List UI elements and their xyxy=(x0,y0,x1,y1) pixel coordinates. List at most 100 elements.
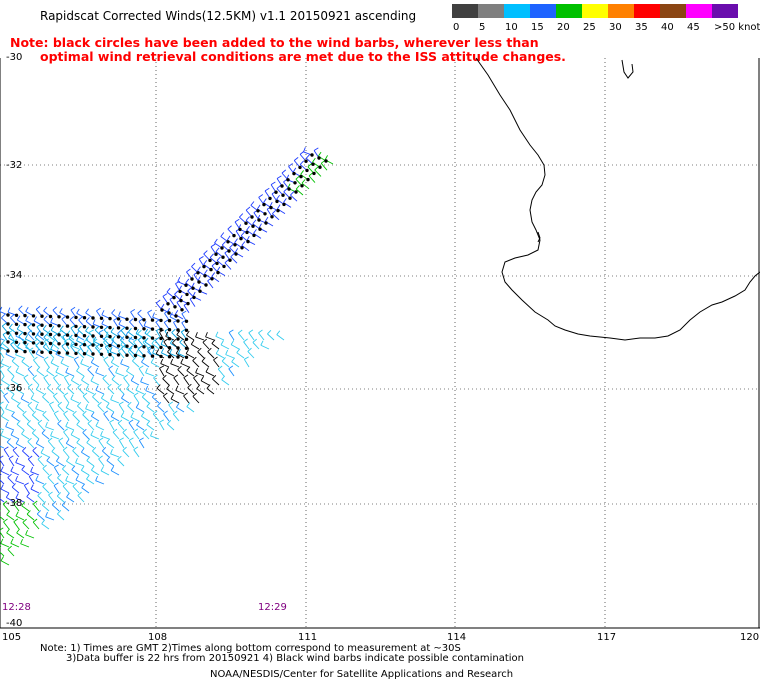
wind-barb xyxy=(48,494,55,503)
wind-barb xyxy=(133,431,140,440)
wind-barb xyxy=(3,521,10,530)
wind-barb-feather xyxy=(1,375,5,381)
wind-barb-feather xyxy=(47,473,52,478)
wind-barb xyxy=(8,458,15,467)
wind-barb xyxy=(145,390,155,395)
wind-barb-feather xyxy=(35,439,40,444)
wind-barb-feather xyxy=(138,365,144,369)
wind-barb-feather xyxy=(101,447,107,452)
wind-barb-feather xyxy=(186,268,191,273)
wind-barb-feather xyxy=(36,366,41,371)
wind-barb-feather xyxy=(25,316,29,321)
wind-barb-feather xyxy=(122,446,127,451)
wind-barb-feather xyxy=(239,213,244,218)
contamination-circle xyxy=(251,224,255,228)
wind-barb-feather xyxy=(164,310,169,314)
wind-barb xyxy=(61,504,70,512)
wind-barb xyxy=(13,521,20,530)
wind-barb-feather xyxy=(269,202,273,207)
wind-barb-feather xyxy=(224,259,230,264)
wind-barb-feather xyxy=(221,241,226,246)
wind-barb-feather xyxy=(0,484,4,490)
lat-label: -38 xyxy=(6,498,22,509)
wind-barb-feather xyxy=(51,339,56,344)
wind-barb-feather xyxy=(31,429,37,434)
wind-barb-feather xyxy=(186,402,191,407)
wind-barb-feather xyxy=(203,250,208,255)
wind-barb-feather xyxy=(85,335,90,340)
wind-barb xyxy=(7,369,15,377)
wind-barb xyxy=(32,503,40,512)
wind-barb-feather xyxy=(27,437,32,442)
wind-barb-feather xyxy=(135,403,140,408)
wind-barb-feather xyxy=(146,402,151,407)
contamination-circle xyxy=(14,331,19,335)
wind-barb-feather xyxy=(7,365,12,371)
contamination-circle xyxy=(57,342,61,346)
wind-barb xyxy=(175,389,185,395)
wind-barb-feather xyxy=(100,431,103,436)
wind-barb-feather xyxy=(69,316,75,321)
contamination-circle xyxy=(305,168,309,173)
contamination-circle xyxy=(216,270,220,275)
contamination-circle xyxy=(180,308,184,312)
wind-barb xyxy=(82,432,90,440)
wind-barb xyxy=(183,341,190,350)
wind-barb xyxy=(295,188,304,196)
contamination-circle xyxy=(82,343,87,347)
wind-barb xyxy=(53,395,60,404)
wind-barb-feather xyxy=(192,356,197,361)
wind-barb-feather xyxy=(0,527,4,531)
contamination-circle xyxy=(317,156,321,160)
wind-barb xyxy=(20,398,30,404)
contamination-circle xyxy=(48,332,53,337)
wind-barb-feather xyxy=(192,291,196,297)
wind-barb xyxy=(111,361,120,368)
wind-barb-feather xyxy=(97,347,103,352)
wind-barb-feather xyxy=(288,163,293,167)
wind-barb-feather xyxy=(0,473,2,477)
wind-barb xyxy=(237,332,245,341)
contamination-circle xyxy=(150,327,155,331)
wind-barb xyxy=(28,476,35,485)
wind-barb-feather xyxy=(106,456,111,461)
wind-barb-feather xyxy=(0,358,4,364)
wind-barb-feather xyxy=(155,299,161,304)
wind-barb xyxy=(157,405,165,413)
wind-barb-feather xyxy=(160,348,165,354)
wind-barb xyxy=(172,413,180,422)
wind-barb-feather xyxy=(11,357,16,362)
lat-label: -40 xyxy=(6,618,22,629)
wind-barb xyxy=(75,335,85,341)
wind-barb-feather xyxy=(133,446,139,451)
wind-barb xyxy=(73,359,80,368)
wind-barb-feather xyxy=(13,518,19,523)
wind-barb-feather xyxy=(176,402,180,408)
wind-barb xyxy=(70,434,80,440)
wind-barb-feather xyxy=(43,356,49,360)
wind-barb-feather xyxy=(37,419,43,424)
wind-barb xyxy=(66,460,75,467)
wind-barb-feather xyxy=(245,216,250,221)
wind-barb-feather xyxy=(82,392,88,397)
wind-barb-feather xyxy=(68,334,73,339)
wind-barb-feather xyxy=(177,276,181,282)
wind-barb-feather xyxy=(211,339,216,344)
wind-barb-feather xyxy=(243,338,248,343)
wind-barb-feather xyxy=(73,356,79,360)
wind-barb-feather xyxy=(36,323,42,328)
wind-barb xyxy=(27,458,35,467)
wind-barb-feather xyxy=(82,428,87,433)
wind-barb-feather xyxy=(76,420,81,425)
wind-barb xyxy=(22,414,30,422)
wind-barb-feather xyxy=(15,457,19,463)
contamination-circle xyxy=(74,342,78,347)
wind-barb-feather xyxy=(166,384,170,390)
contamination-circle xyxy=(239,236,243,241)
wind-barb xyxy=(206,388,215,395)
wind-barb-feather xyxy=(186,366,191,371)
wind-barb-feather xyxy=(221,357,226,362)
wind-barb-feather xyxy=(65,438,70,444)
wind-barb-feather xyxy=(200,376,204,381)
wind-barb xyxy=(0,434,10,440)
